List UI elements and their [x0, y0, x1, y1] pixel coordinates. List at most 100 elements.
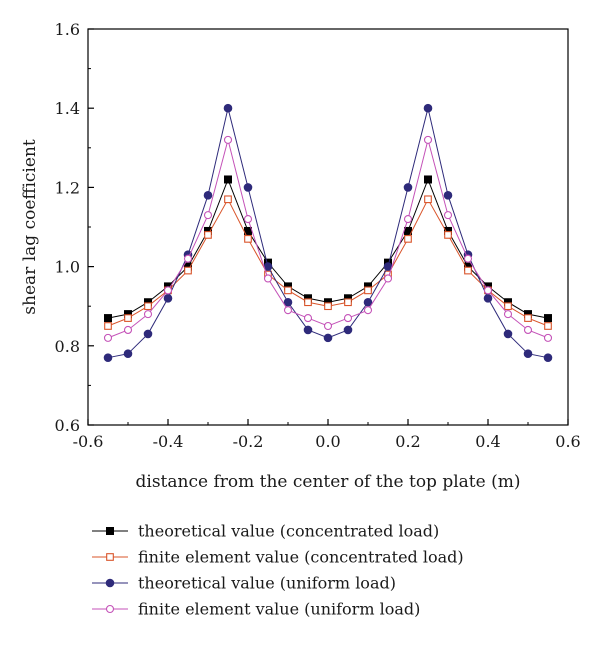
data-point [524, 314, 532, 322]
y-tick-label: 0.6 [55, 416, 80, 435]
legend-marker [106, 527, 114, 535]
data-point [343, 325, 353, 335]
series-group [103, 103, 553, 362]
x-tick-label: 0.6 [555, 432, 580, 451]
x-axis-label: distance from the center of the top plat… [136, 472, 521, 492]
data-point [163, 286, 173, 295]
data-point [404, 235, 412, 243]
y-tick-label: 1.2 [55, 178, 80, 197]
legend-entry-2: finite element value (concentrated load) [92, 548, 464, 567]
y-axis-label: shear lag coefficient [20, 139, 40, 315]
data-point [243, 183, 253, 192]
data-point [123, 325, 133, 335]
data-point [544, 322, 552, 330]
data-point [203, 191, 213, 200]
y-tick-label: 1.4 [55, 99, 80, 118]
data-point [224, 175, 232, 184]
axes-group [87, 28, 569, 426]
data-point [283, 297, 293, 307]
data-point [163, 293, 173, 303]
data-point [204, 231, 212, 239]
data-point [344, 298, 352, 307]
data-point [223, 103, 233, 113]
data-point [423, 135, 433, 144]
x-tick-label: 0.0 [315, 432, 340, 451]
y-tick-label: 0.8 [55, 337, 80, 356]
data-point [303, 325, 313, 335]
data-point [324, 302, 332, 311]
data-point [303, 314, 313, 323]
data-point [143, 329, 153, 339]
data-point [283, 306, 293, 315]
data-point [403, 183, 413, 192]
data-point [304, 298, 312, 307]
data-point [243, 215, 253, 224]
series-line [107, 108, 549, 359]
data-point [363, 297, 373, 307]
x-tick-label: -0.4 [153, 432, 184, 451]
series-2 [104, 195, 552, 330]
data-point [503, 329, 513, 339]
legend-entry-3: theoretical value (uniform load) [92, 574, 396, 593]
series-line [107, 178, 549, 319]
data-point [443, 211, 453, 220]
data-point [464, 266, 472, 275]
data-point [543, 353, 553, 362]
data-point [203, 211, 213, 220]
data-point [364, 286, 372, 295]
data-point [184, 266, 192, 275]
data-point [104, 314, 112, 323]
y-tick-label: 1.6 [55, 20, 80, 39]
data-point [503, 310, 513, 319]
data-point [144, 302, 152, 311]
data-point [463, 254, 473, 263]
data-point [424, 195, 432, 204]
data-point [483, 293, 493, 303]
legend-label: finite element value (concentrated load) [138, 548, 464, 567]
data-point [544, 314, 552, 323]
data-point [244, 235, 252, 243]
data-point [284, 286, 292, 295]
data-point [423, 103, 433, 113]
y-tick-label: 1.0 [55, 258, 80, 277]
data-point [223, 135, 233, 144]
legend-label: finite element value (uniform load) [138, 600, 420, 619]
data-point [523, 349, 533, 359]
legend-marker [106, 553, 114, 561]
data-point [323, 333, 333, 343]
legend-entry-1: theoretical value (concentrated load) [92, 522, 439, 541]
legend-entry-4: finite element value (uniform load) [92, 600, 420, 619]
series-3 [103, 103, 553, 362]
data-point [103, 333, 113, 342]
legend: theoretical value (concentrated load) fin… [92, 522, 464, 619]
data-point [224, 195, 232, 204]
data-point [523, 325, 533, 335]
data-point [483, 286, 493, 295]
data-point [323, 321, 333, 331]
data-point [343, 314, 353, 323]
data-point [383, 274, 393, 283]
x-tick-label: -0.6 [73, 432, 104, 451]
data-point [443, 191, 453, 200]
x-tick-label: -0.2 [233, 432, 264, 451]
data-point [103, 353, 113, 362]
data-point [444, 231, 452, 239]
legend-label: theoretical value (concentrated load) [138, 522, 439, 541]
data-point [543, 333, 553, 342]
data-point [263, 274, 273, 283]
data-point [183, 254, 193, 263]
plot-frame [87, 28, 569, 426]
data-point [143, 310, 153, 319]
ticks-group: -0.6 -0.4 -0.2 0.0 0.2 0.4 0.6 0.6 0.8 1.0 1.2 1.4 1… [55, 20, 581, 451]
x-tick-label: 0.4 [475, 432, 500, 451]
legend-marker [105, 578, 115, 588]
data-point [363, 306, 373, 315]
legend-marker [105, 604, 115, 614]
data-point [403, 215, 413, 224]
data-point [104, 322, 112, 330]
legend-label: theoretical value (uniform load) [138, 574, 396, 593]
data-point [123, 349, 133, 359]
data-point [124, 314, 132, 322]
series-4 [103, 135, 553, 342]
